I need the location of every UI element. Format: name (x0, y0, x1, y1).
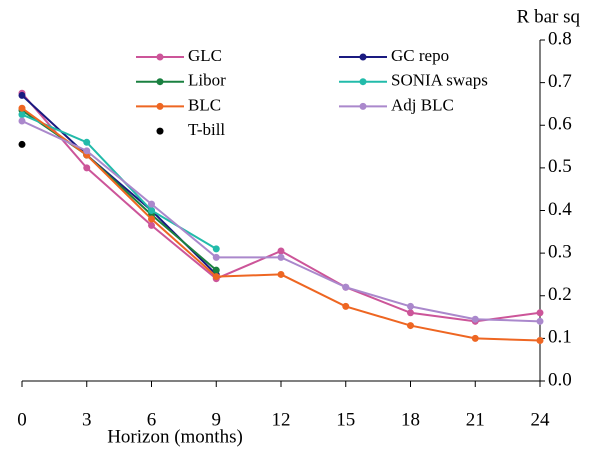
data-point (342, 283, 350, 291)
data-point (536, 317, 544, 325)
data-point (18, 117, 26, 125)
y-tick-label: 0.2 (548, 284, 572, 305)
x-tick-label: 18 (401, 409, 420, 430)
series-line (21, 92, 541, 323)
x-tick-label: 0 (17, 409, 27, 430)
y-axis-label: R bar sq (517, 6, 581, 27)
data-point (18, 111, 26, 119)
data-point (471, 334, 479, 342)
legend: GLC GC repo Libor SONIA swaps BLC Adj BLC T-bi… (136, 46, 488, 139)
data-point (83, 164, 91, 172)
x-tick-label: 12 (272, 409, 291, 430)
data-point (18, 140, 26, 148)
legend-marker (359, 53, 367, 61)
y-tick-label: 0.8 (548, 28, 572, 49)
data-point (148, 207, 155, 214)
data-point (148, 200, 155, 208)
data-point (148, 221, 155, 229)
legend-label: SONIA swaps (391, 71, 488, 90)
data-point (18, 91, 26, 99)
y-tick-label: 0.5 (548, 156, 572, 177)
legend-label: BLC (188, 95, 221, 114)
x-tick-label: 15 (336, 409, 355, 430)
y-tick-label: 0.1 (548, 327, 572, 348)
x-axis-label: Horizon (months) (107, 426, 243, 447)
legend-marker (156, 78, 164, 86)
data-point (212, 253, 220, 261)
legend-label: Adj BLC (391, 95, 454, 114)
data-point (18, 104, 26, 112)
data-point (536, 309, 544, 317)
data-point (536, 337, 544, 345)
data-point (212, 245, 220, 253)
legend-label: Libor (188, 71, 226, 90)
legend-label: T-bill (188, 120, 225, 139)
data-point (148, 215, 155, 223)
x-tick-label: 21 (466, 409, 485, 430)
data-point (342, 302, 350, 310)
legend-marker (359, 102, 367, 110)
legend-marker (156, 127, 164, 135)
y-tick-label: 0.3 (548, 241, 572, 262)
data-point (212, 266, 220, 274)
y-tick-label: 0.7 (548, 71, 572, 92)
data-point (407, 309, 414, 317)
data-point (407, 302, 414, 310)
data-point (277, 253, 285, 261)
legend-marker (156, 53, 164, 61)
y-tick-label: 0.0 (548, 369, 572, 390)
data-point (212, 273, 220, 281)
series-line (21, 107, 541, 342)
data-point (407, 322, 414, 330)
legend-label: GLC (188, 46, 222, 65)
x-tick-label: 9 (212, 409, 222, 430)
data-point (277, 247, 285, 255)
data-point (471, 315, 479, 323)
x-tick-label: 24 (531, 409, 551, 430)
y-tick-label: 0.6 (548, 114, 572, 135)
x-tick-label: 6 (147, 409, 157, 430)
data-point (83, 138, 91, 146)
legend-marker (359, 78, 367, 86)
y-tick-label: 0.4 (548, 199, 572, 220)
data-point (277, 270, 285, 278)
x-tick-label: 3 (82, 409, 92, 430)
data-point (83, 147, 91, 155)
legend-label: GC repo (391, 46, 449, 65)
legend-marker (156, 102, 164, 110)
series-line (21, 120, 541, 323)
